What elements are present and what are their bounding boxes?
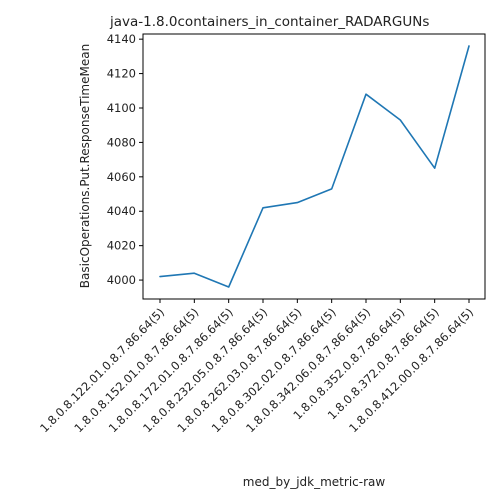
y-tick-label: 4020 — [107, 239, 136, 253]
y-tick-label: 4100 — [107, 101, 136, 115]
x-axis-ticks: 1.8.0.8.122.01.0.8.7.86.64(5)1.8.0.8.152… — [37, 299, 476, 435]
y-axis-label: BasicOperations.Put.ResponseTimeMean — [78, 44, 92, 288]
y-tick-label: 4140 — [107, 32, 136, 46]
plot-frame — [142, 33, 486, 300]
y-tick-label: 4120 — [107, 67, 136, 81]
y-axis-ticks: 4000 4020 4040 4060 4080 4100 4120 4140 — [107, 32, 143, 287]
y-tick-label: 4000 — [107, 273, 136, 287]
y-tick-label: 4040 — [107, 204, 136, 218]
y-tick-label: 4080 — [107, 135, 136, 149]
chart-title: java-1.8.0containers_in_container_RADARG… — [109, 14, 429, 30]
y-tick-label: 4060 — [107, 170, 136, 184]
x-tick-label: 1.8.0.8.122.01.0.8.7.86.64(5) — [37, 305, 167, 435]
x-axis-label: med_by_jdk_metric-raw — [243, 475, 386, 489]
series-line — [159, 45, 470, 288]
